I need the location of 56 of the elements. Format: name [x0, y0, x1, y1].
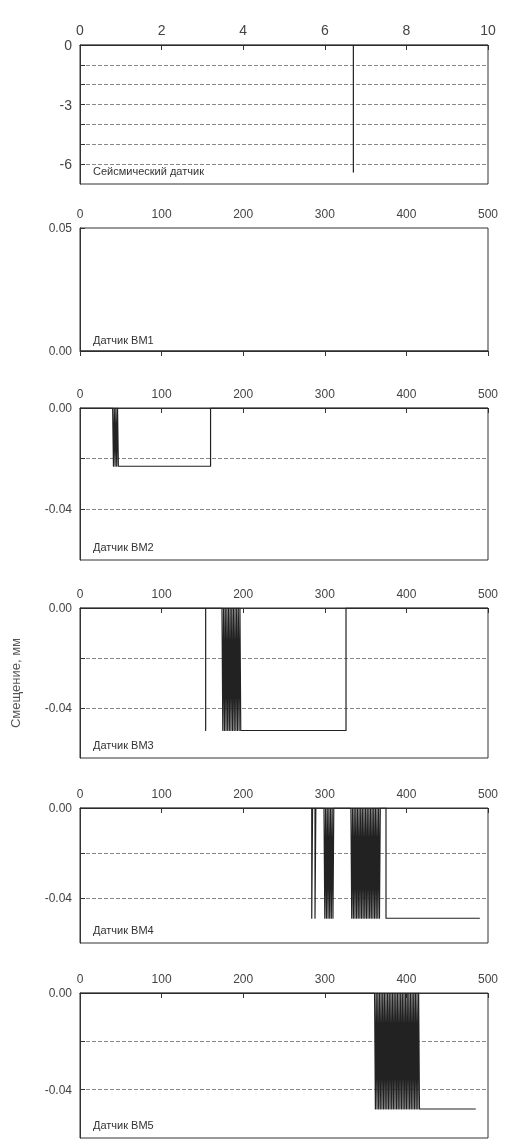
text: Датчик ВМ2: [93, 540, 154, 553]
x-tick-label: 300: [314, 587, 336, 601]
x-tick-label: 200: [233, 587, 254, 601]
y-tick-label: 0.00: [48, 401, 73, 415]
y-tick-label: -6: [59, 156, 73, 173]
x-tick-label: 10: [480, 22, 496, 38]
x-tick-label: 300: [314, 972, 336, 986]
y-tick-label: 0.00: [48, 801, 73, 815]
x-tick-label: 400: [396, 387, 417, 401]
x-tick-label: 300: [314, 387, 336, 401]
x-tick-label: 100: [151, 972, 172, 986]
y-tick-label: -0.04: [44, 1082, 73, 1097]
x-tick-label: 8: [402, 22, 411, 38]
y-tick-label: -0.04: [44, 502, 73, 517]
x-tick-label: 0: [76, 787, 84, 801]
text: Датчик ВМ4: [93, 923, 154, 936]
text: Датчик ВМ1: [93, 333, 154, 346]
x-tick-label: 400: [396, 972, 417, 986]
x-tick-label: 500: [477, 787, 499, 801]
x-tick-label: 200: [233, 787, 254, 801]
x-tick-label: 4: [239, 22, 248, 38]
y-tick-label: 0.00: [48, 601, 73, 615]
x-tick-label: 300: [314, 787, 336, 801]
x-tick-label: 400: [396, 787, 417, 801]
x-tick-label: 100: [151, 207, 172, 221]
x-tick-label: 6: [320, 22, 329, 38]
x-tick-label: 500: [477, 587, 499, 601]
x-tick-label: 500: [477, 387, 499, 401]
x-tick-label: 500: [477, 972, 499, 986]
x-tick-label: 200: [233, 207, 254, 221]
x-tick-label: 0: [76, 387, 84, 401]
x-tick-label: 0: [76, 207, 84, 221]
y-tick-label: 0.00: [48, 344, 73, 358]
y-tick-label: 0.05: [48, 221, 73, 235]
text: Датчик ВМ3: [93, 738, 154, 751]
y-tick-label: -0.04: [44, 701, 73, 715]
y-axis-title: Смещение, мм: [8, 637, 23, 729]
x-tick-label: 500: [477, 207, 499, 221]
text: Датчик ВМ5: [93, 1118, 154, 1131]
x-tick-label: 200: [233, 387, 254, 401]
x-tick-label: 0: [76, 22, 85, 38]
x-tick-label: 300: [314, 207, 336, 221]
y-tick-label: 0.00: [48, 986, 73, 1000]
x-tick-label: 0: [76, 587, 84, 601]
text: Сейсмический датчик: [93, 164, 205, 177]
x-tick-label: 100: [151, 787, 172, 801]
x-tick-label: 100: [151, 387, 172, 401]
x-tick-label: 200: [233, 972, 254, 986]
x-tick-label: 0: [76, 972, 84, 986]
x-tick-label: 400: [396, 587, 417, 601]
y-tick-label: 0: [64, 37, 73, 53]
x-tick-label: 2: [157, 22, 166, 38]
x-tick-label: 400: [396, 207, 417, 221]
y-tick-label: -3: [59, 96, 73, 113]
x-tick-label: 100: [151, 587, 172, 601]
y-tick-label: -0.04: [44, 891, 73, 905]
